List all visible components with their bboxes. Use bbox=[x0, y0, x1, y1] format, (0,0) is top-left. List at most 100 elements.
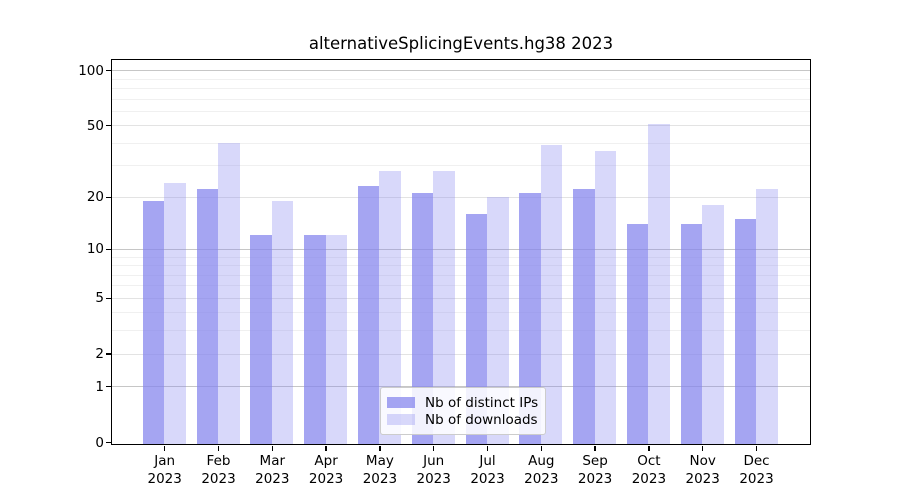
gridline-1 bbox=[112, 386, 810, 388]
x-tick-month: Feb bbox=[206, 453, 231, 469]
x-tick-label-jan: Jan 2023 bbox=[133, 453, 197, 488]
gridline-5 bbox=[112, 297, 810, 299]
x-tick-month: May bbox=[365, 453, 394, 469]
bar-nb-of-distinct-ips-apr bbox=[304, 235, 326, 444]
x-tick-label-dec: Dec 2023 bbox=[725, 453, 789, 488]
y-tick-mark-20 bbox=[105, 196, 112, 198]
x-tick-mark-dec bbox=[755, 445, 758, 451]
y-tick-label-2: 2 bbox=[95, 346, 104, 363]
x-tick-mark-jan bbox=[164, 445, 166, 451]
y-tick-mark-10 bbox=[105, 248, 112, 251]
x-tick-year: 2023 bbox=[739, 470, 774, 487]
x-tick-month: Jul bbox=[479, 453, 496, 469]
gridline-30 bbox=[112, 165, 810, 167]
legend-label-downloads: Nb of downloads bbox=[425, 411, 538, 428]
gridline-90 bbox=[112, 78, 810, 80]
bar-nb-of-distinct-ips-jan bbox=[142, 200, 165, 444]
x-tick-month: Mar bbox=[259, 453, 286, 469]
x-tick-label-jul: Jul 2023 bbox=[456, 453, 520, 488]
bar-nb-of-downloads-mar bbox=[271, 200, 294, 444]
gridline-2 bbox=[112, 353, 810, 355]
gridline-40 bbox=[112, 142, 810, 144]
bar-nb-of-downloads-apr bbox=[325, 235, 348, 444]
x-tick-month: Sep bbox=[582, 453, 608, 469]
x-tick-mark-jun bbox=[433, 445, 435, 451]
x-tick-month: Jan bbox=[154, 453, 176, 469]
x-tick-year: 2023 bbox=[416, 470, 451, 487]
x-tick-mark-oct bbox=[648, 445, 650, 451]
x-tick-label-oct: Oct 2023 bbox=[617, 453, 681, 488]
gridline-7 bbox=[112, 274, 810, 276]
bar-nb-of-distinct-ips-jul bbox=[465, 213, 487, 444]
x-tick-mark-may bbox=[379, 445, 381, 451]
bar-nb-of-downloads-may bbox=[379, 170, 401, 444]
x-tick-year: 2023 bbox=[362, 470, 398, 487]
plot-area: Nb of distinct IPs Nb of downloads bbox=[111, 59, 811, 445]
gridline-70 bbox=[112, 98, 810, 100]
bar-nb-of-downloads-nov bbox=[702, 204, 724, 444]
bar-nb-of-downloads-jan bbox=[164, 182, 186, 444]
gridline-9 bbox=[112, 256, 810, 258]
x-tick-label-mar: Mar 2023 bbox=[240, 453, 304, 488]
x-tick-label-sep: Sep 2023 bbox=[563, 453, 627, 488]
x-tick-month: Oct bbox=[637, 453, 661, 469]
x-tick-month: Jun bbox=[423, 453, 445, 469]
x-tick-label-aug: Aug 2023 bbox=[509, 453, 573, 488]
x-tick-mark-jul bbox=[486, 445, 489, 451]
bar-nb-of-downloads-aug bbox=[540, 144, 563, 444]
x-tick-month: Nov bbox=[689, 453, 716, 469]
bar-nb-of-distinct-ips-jun bbox=[411, 193, 434, 444]
gridline-8 bbox=[112, 265, 810, 267]
bar-nb-of-distinct-ips-oct bbox=[626, 223, 649, 444]
y-tick-label-5: 5 bbox=[95, 290, 104, 307]
y-tick-label-50: 50 bbox=[86, 117, 104, 134]
bar-nb-of-downloads-sep bbox=[594, 151, 617, 444]
gridline-4 bbox=[112, 312, 810, 314]
x-tick-year: 2023 bbox=[470, 470, 505, 487]
legend-label-distinct-ips: Nb of distinct IPs bbox=[425, 394, 539, 411]
bar-nb-of-distinct-ips-mar bbox=[250, 235, 272, 444]
x-tick-year: 2023 bbox=[577, 470, 613, 487]
x-tick-mark-feb bbox=[217, 445, 220, 451]
bar-nb-of-distinct-ips-may bbox=[357, 186, 380, 444]
x-tick-mark-aug bbox=[540, 445, 542, 451]
y-tick-label-100: 100 bbox=[78, 62, 104, 79]
bar-nb-of-distinct-ips-feb bbox=[196, 189, 218, 444]
legend-item-downloads: Nb of downloads bbox=[387, 411, 538, 428]
gridline-100 bbox=[112, 70, 810, 72]
gridline-20 bbox=[112, 196, 810, 198]
y-tick-label-1: 1 bbox=[95, 378, 104, 395]
x-tick-year: 2023 bbox=[524, 470, 559, 487]
gridline-3 bbox=[112, 330, 810, 332]
x-tick-year: 2023 bbox=[308, 470, 344, 487]
legend: Nb of distinct IPs Nb of downloads bbox=[380, 387, 546, 435]
y-tick-mark-1 bbox=[105, 386, 112, 388]
legend-item-distinct-ips: Nb of distinct IPs bbox=[387, 394, 539, 411]
legend-swatch-distinct-ips bbox=[387, 397, 415, 408]
x-tick-mark-mar bbox=[271, 445, 273, 451]
x-tick-mark-sep bbox=[594, 445, 596, 451]
x-tick-label-jun: Jun 2023 bbox=[402, 453, 466, 488]
x-tick-label-feb: Feb 2023 bbox=[187, 453, 251, 488]
x-tick-month: Apr bbox=[314, 453, 338, 469]
x-tick-label-apr: Apr 2023 bbox=[294, 453, 358, 488]
gridline-60 bbox=[112, 110, 810, 112]
bar-nb-of-distinct-ips-nov bbox=[680, 223, 703, 444]
bar-nb-of-distinct-ips-dec bbox=[734, 218, 756, 444]
bar-nb-of-downloads-jun bbox=[433, 170, 455, 444]
x-tick-year: 2023 bbox=[147, 470, 182, 487]
bar-nb-of-distinct-ips-sep bbox=[573, 189, 595, 444]
y-tick-mark-0 bbox=[105, 442, 112, 444]
y-tick-label-20: 20 bbox=[86, 189, 104, 206]
x-tick-year: 2023 bbox=[631, 470, 667, 487]
x-tick-month: Aug bbox=[528, 453, 555, 469]
x-tick-year: 2023 bbox=[201, 470, 236, 487]
x-tick-mark-apr bbox=[325, 445, 327, 451]
x-tick-month: Dec bbox=[743, 453, 770, 469]
chart-title: alternativeSplicingEvents.hg38 2023 bbox=[308, 34, 614, 53]
gridline-10 bbox=[112, 248, 810, 250]
y-tick-mark-5 bbox=[105, 297, 112, 299]
gridline-6 bbox=[112, 285, 810, 287]
y-tick-label-10: 10 bbox=[86, 241, 104, 258]
